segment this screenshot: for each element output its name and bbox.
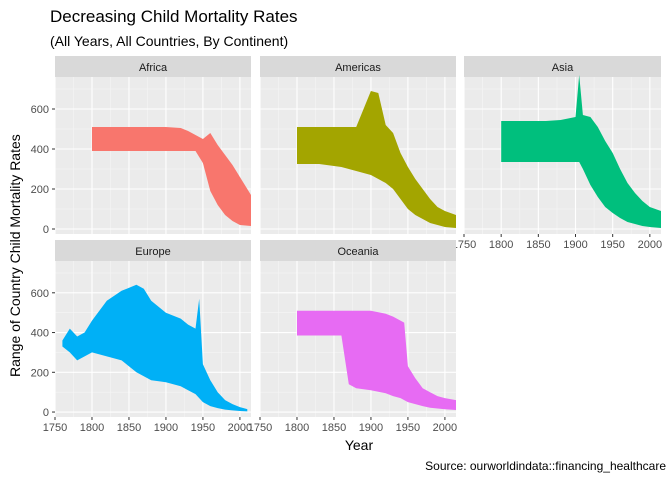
x-tick-label: 1750 bbox=[248, 422, 272, 434]
facet-strip-label: Europe bbox=[135, 246, 170, 258]
source-caption: Source: ourworldindata::financing_health… bbox=[425, 459, 666, 473]
x-tick-label: 1800 bbox=[489, 239, 513, 251]
facet-strip-label: Asia bbox=[552, 62, 574, 74]
x-tick-label: 1750 bbox=[452, 239, 476, 251]
series-area-oceania bbox=[297, 310, 456, 410]
x-tick-label: 1950 bbox=[600, 239, 624, 251]
facet-strip bbox=[55, 240, 251, 261]
x-tick-label: 2000 bbox=[433, 422, 457, 434]
series-area-americas bbox=[297, 91, 456, 228]
y-tick-label: 200 bbox=[31, 184, 49, 196]
x-tick-label: 1800 bbox=[285, 422, 309, 434]
chart-subtitle: (All Years, All Countries, By Continent) bbox=[50, 33, 289, 49]
y-tick-label: 600 bbox=[31, 288, 49, 300]
x-tick-label: 1800 bbox=[80, 422, 104, 434]
x-axis-label: Year bbox=[344, 437, 374, 453]
y-tick-label: 400 bbox=[31, 328, 49, 340]
y-tick-label: 200 bbox=[31, 367, 49, 379]
x-tick-label: 1950 bbox=[191, 422, 215, 434]
facet-strip bbox=[260, 240, 456, 261]
series-area-africa bbox=[92, 127, 251, 226]
y-tick-label: 0 bbox=[43, 407, 49, 419]
x-tick-label: 1900 bbox=[154, 422, 178, 434]
y-axis-label: Range of Country Child Mortality Rates bbox=[7, 134, 23, 377]
x-tick-label: 1900 bbox=[359, 422, 383, 434]
facet-strip-label: Africa bbox=[139, 62, 168, 74]
y-tick-label: 0 bbox=[43, 224, 49, 236]
facet-strip-label: Americas bbox=[335, 62, 381, 74]
x-tick-label: 1950 bbox=[396, 422, 420, 434]
x-tick-label: 1900 bbox=[563, 239, 587, 251]
chart-title: Decreasing Child Mortality Rates bbox=[50, 7, 298, 26]
facet-strip bbox=[464, 56, 661, 77]
series-area-asia bbox=[501, 75, 661, 228]
x-tick-label: 1750 bbox=[43, 422, 67, 434]
facet-strip-label: Oceania bbox=[338, 246, 380, 258]
x-tick-label: 1850 bbox=[322, 422, 346, 434]
x-tick-label: 1850 bbox=[117, 422, 141, 434]
x-tick-label: 2000 bbox=[638, 239, 662, 251]
series-area-europe bbox=[62, 284, 248, 412]
x-tick-label: 1850 bbox=[526, 239, 550, 251]
x-tick-label: 2000 bbox=[228, 422, 252, 434]
y-tick-label: 400 bbox=[31, 144, 49, 156]
y-tick-label: 600 bbox=[31, 104, 49, 116]
facet-strip bbox=[55, 56, 251, 77]
facet-strip bbox=[260, 56, 456, 77]
